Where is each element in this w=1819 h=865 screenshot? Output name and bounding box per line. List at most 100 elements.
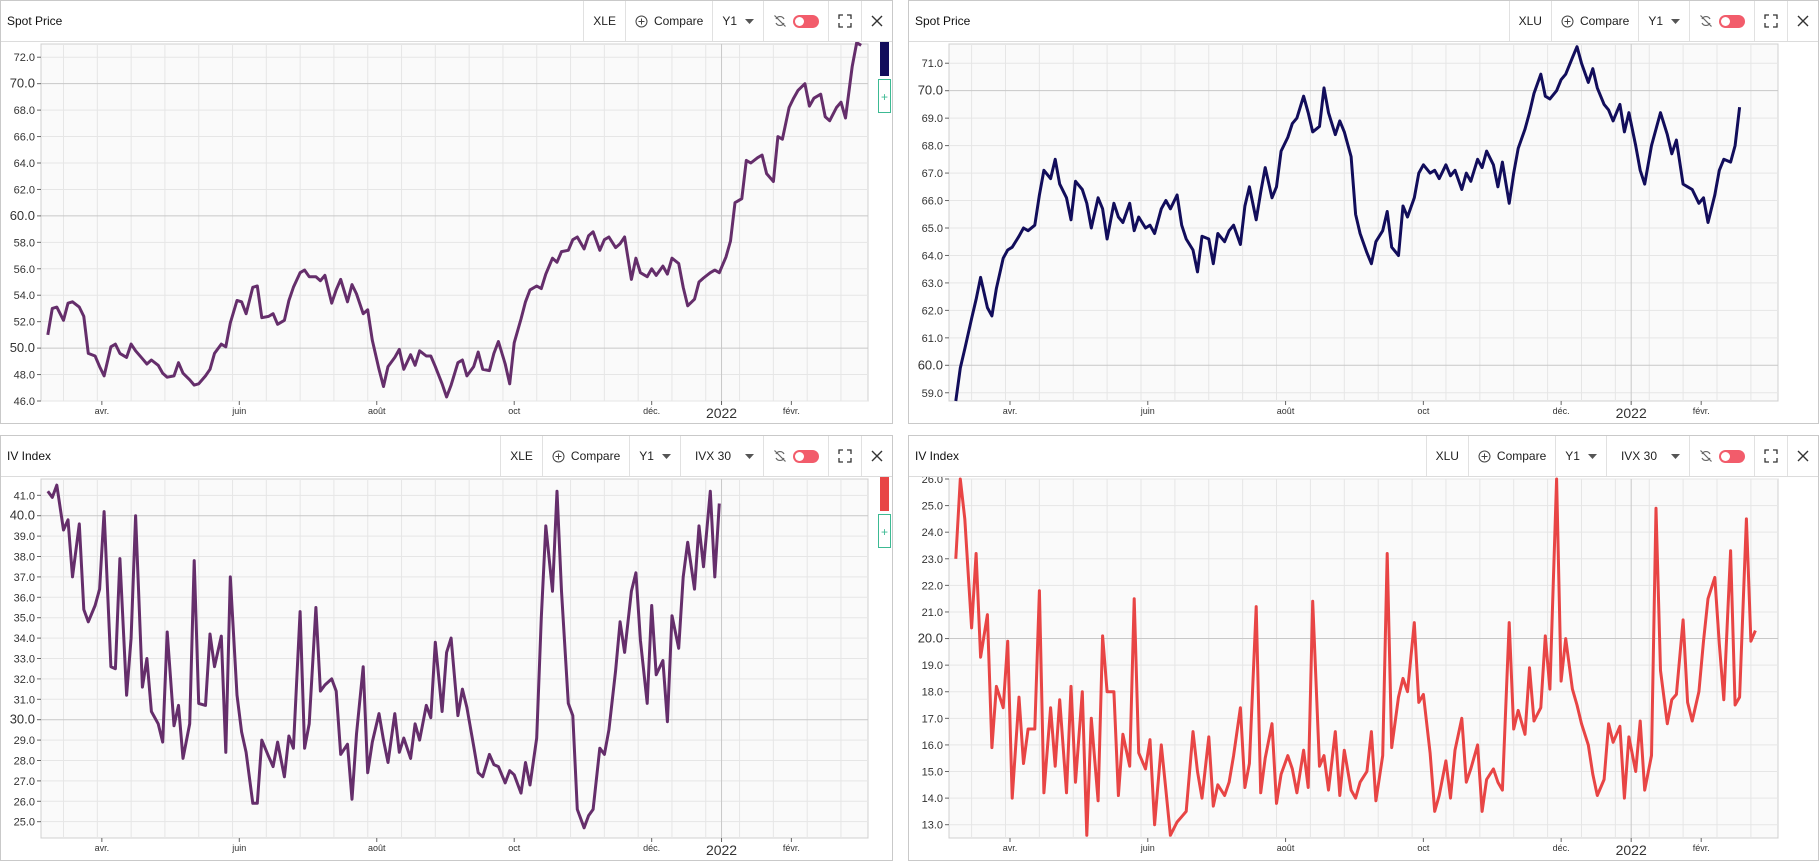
x-tick-label: juin (1140, 843, 1155, 853)
sync-toggle[interactable] (763, 436, 828, 476)
x-tick-label: avr. (1003, 406, 1018, 416)
y-tick-label: 50.0 (10, 340, 35, 355)
y-tick-label: 32.0 (14, 674, 35, 686)
y-tick-label: 21.0 (922, 607, 943, 619)
period-dropdown[interactable]: Y1 (1638, 1, 1689, 41)
expand-button[interactable] (828, 1, 861, 41)
y-tick-label: 63.0 (922, 278, 943, 290)
y-tick-label: 60.0 (918, 357, 943, 372)
y-tick-label: 46.0 (14, 396, 35, 408)
expand-button[interactable] (1754, 1, 1787, 41)
measure-dropdown[interactable]: IVX 30 (1605, 436, 1689, 476)
y-tick-label: 13.0 (922, 820, 943, 832)
panel-title: IV Index (915, 449, 960, 463)
close-button[interactable] (1787, 436, 1818, 476)
y-tick-label: 27.0 (14, 776, 35, 788)
panel-header: Spot Price XLU Compare Y1 (909, 1, 1818, 42)
chart-svg: 46.0 48.0 50.0 52.0 54.0 56.0 58.0 60.0 62.0 64.0… (10, 42, 869, 421)
y-tick-label: 70.0 (918, 83, 943, 98)
toggle-switch[interactable] (1719, 449, 1745, 463)
period-dropdown[interactable]: Y1 (629, 436, 680, 476)
compare-label: Compare (570, 449, 621, 463)
y-tick-label: 62.0 (922, 305, 943, 317)
ticker-selector[interactable]: XLU (1425, 436, 1468, 476)
x-tick-label: avr. (1003, 843, 1018, 853)
y-tick-label: 15.0 (922, 767, 943, 779)
x-tick-label: juin (231, 843, 246, 853)
x-tick-label: févr. (783, 843, 800, 853)
ticker-selector[interactable]: XLE (583, 1, 625, 41)
add-series-button[interactable]: + (878, 79, 891, 113)
expand-icon (838, 14, 852, 28)
panel-header: Spot Price XLE Compare Y1 (1, 1, 892, 42)
no-sync-icon (773, 14, 787, 28)
chart-svg: 59.0 60.0 61.0 62.0 63.0 64.0 65.0 66.0 67.0 68.0… (918, 43, 1779, 421)
y-tick-label: 26.0 (14, 796, 35, 808)
period-value: Y1 (639, 449, 654, 463)
x-tick-label: août (1277, 843, 1295, 853)
y-tick-label: 62.0 (14, 184, 35, 196)
close-button[interactable] (861, 436, 892, 476)
iv-index-xlu-panel: IV Index XLU Compare Y1 IVX 30 13.0 14.0 1… (908, 435, 1819, 861)
y-tick-label: 33.0 (14, 654, 35, 666)
compare-button[interactable]: Compare (541, 436, 629, 476)
close-button[interactable] (1787, 1, 1818, 41)
sync-toggle[interactable] (1689, 1, 1754, 41)
plus-circle-icon (552, 450, 565, 463)
y-tick-label: 69.0 (922, 113, 943, 125)
y-tick-label: 38.0 (14, 552, 35, 564)
ticker-selector[interactable]: XLE (500, 436, 542, 476)
chart-area[interactable]: 46.0 48.0 50.0 52.0 54.0 56.0 58.0 60.0 62.0 64.0… (1, 42, 892, 423)
sync-toggle[interactable] (763, 1, 828, 41)
y-tick-label: 60.0 (10, 208, 35, 223)
x-tick-label: déc. (643, 843, 660, 853)
chart-area[interactable]: 13.0 14.0 15.0 16.0 17.0 18.0 19.0 20.0 21.0 22.0… (909, 477, 1818, 860)
add-series-button[interactable]: + (878, 514, 891, 548)
toggle-switch[interactable] (793, 449, 819, 463)
y-tick-label: 64.0 (14, 158, 35, 170)
panel-header: IV Index XLU Compare Y1 IVX 30 (909, 436, 1818, 477)
x-tick-label: avr. (95, 406, 110, 416)
chart-area[interactable]: 59.0 60.0 61.0 62.0 63.0 64.0 65.0 66.0 67.0 68.0… (909, 42, 1818, 423)
series-line (46, 42, 862, 399)
y-tick-label: 58.0 (14, 237, 35, 249)
chevron-down-icon (1671, 453, 1680, 459)
compare-button[interactable]: Compare (1550, 1, 1638, 41)
x-tick-label: févr. (1693, 406, 1710, 416)
close-button[interactable] (861, 1, 892, 41)
compare-button[interactable]: Compare (1467, 436, 1555, 476)
y-tick-label: 48.0 (14, 370, 35, 382)
chart-area[interactable]: 25.0 26.0 27.0 28.0 29.0 30.0 31.0 32.0 33.0 34.0… (1, 477, 892, 860)
compare-button[interactable]: Compare (624, 1, 712, 41)
expand-button[interactable] (828, 436, 861, 476)
y-tick-label: 37.0 (14, 572, 35, 584)
no-sync-icon (1699, 14, 1713, 28)
toggle-switch[interactable] (1719, 14, 1745, 28)
period-value: Y1 (722, 14, 737, 28)
measure-dropdown[interactable]: IVX 30 (679, 436, 763, 476)
plot-background (948, 43, 1779, 402)
x-tick-label: oct (1417, 843, 1430, 853)
y-tick-label: 22.0 (922, 580, 943, 592)
expand-button[interactable] (1754, 436, 1787, 476)
period-dropdown[interactable]: Y1 (712, 1, 763, 41)
ticker-selector[interactable]: XLU (1508, 1, 1551, 41)
iv-index-xle-panel: IV Index XLE Compare Y1 IVX 30 25.0 26.0 2… (0, 435, 893, 861)
period-dropdown[interactable]: Y1 (1555, 436, 1606, 476)
chevron-down-icon (1587, 453, 1597, 459)
y-tick-label: 34.0 (14, 633, 35, 645)
sync-toggle[interactable] (1689, 436, 1754, 476)
toggle-switch[interactable] (793, 14, 819, 28)
y-tick-label: 64.0 (922, 250, 943, 262)
y-tick-label: 19.0 (922, 660, 943, 672)
y-tick-label: 16.0 (922, 740, 943, 752)
y-tick-label: 40.0 (10, 508, 35, 523)
series-line (46, 483, 721, 830)
x-tick-label: déc. (643, 406, 660, 416)
measure-value: IVX 30 (1620, 449, 1657, 463)
x-tick-label: juin (231, 406, 246, 416)
expand-icon (1764, 14, 1778, 28)
y-tick-label: 41.0 (14, 490, 35, 502)
x-tick-label: 2022 (706, 405, 737, 421)
x-tick-label: févr. (783, 406, 800, 416)
